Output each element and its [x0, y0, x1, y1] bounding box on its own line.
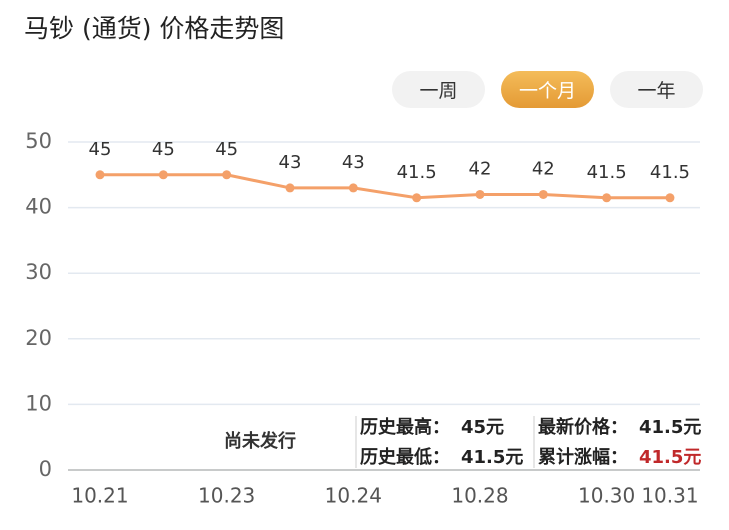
x-tick-label: 10.24 [325, 484, 382, 508]
price-line [100, 173, 670, 200]
stat-label: 最新价格： [538, 416, 628, 438]
stat-value: 41.5元 [639, 447, 701, 468]
price-point [475, 189, 485, 199]
price-point [348, 183, 358, 193]
price-point [538, 189, 548, 199]
stat-label: 历史最高： [360, 416, 450, 438]
range-tab[interactable]: 一个月 [501, 71, 594, 108]
stat-value: 45元 [461, 417, 504, 438]
value-label: 41.5 [397, 162, 437, 183]
value-label: 43 [279, 152, 302, 173]
chart-title: 马钞 (通货) 价格走势图 [24, 14, 284, 43]
price-point [95, 170, 105, 180]
price-point [602, 193, 612, 203]
status-text: 尚未发行 [224, 430, 296, 452]
y-tick-label: 50 [25, 129, 52, 153]
x-tick-label: 10.30 [578, 484, 635, 508]
x-tick-label: 10.21 [71, 484, 128, 508]
price-point [158, 170, 168, 180]
value-label: 41.5 [650, 162, 690, 183]
stat-label: 历史最低： [360, 446, 450, 468]
value-label: 45 [152, 139, 175, 160]
value-label: 42 [532, 158, 555, 179]
x-tick-label: 10.23 [198, 484, 255, 508]
y-tick-label: 0 [39, 457, 52, 481]
range-tab[interactable]: 一周 [392, 71, 485, 108]
y-tick-label: 20 [25, 326, 52, 350]
y-tick-label: 40 [25, 195, 52, 219]
range-tab[interactable]: 一年 [610, 71, 703, 108]
stat-value: 41.5元 [639, 417, 701, 438]
price-point [285, 183, 295, 193]
value-label: 45 [89, 139, 112, 160]
value-label: 45 [215, 139, 238, 160]
value-label: 41.5 [587, 162, 627, 183]
price-point [665, 193, 675, 203]
x-tick-label: 10.28 [451, 484, 508, 508]
stat-value: 41.5元 [461, 447, 523, 468]
stat-label: 累计涨幅： [538, 446, 628, 468]
x-tick-label: 10.31 [641, 484, 698, 508]
price-point [412, 193, 422, 203]
value-label: 43 [342, 152, 365, 173]
y-tick-label: 10 [25, 391, 52, 415]
value-label: 42 [469, 158, 492, 179]
price-point [222, 170, 232, 180]
y-tick-label: 30 [25, 260, 52, 284]
